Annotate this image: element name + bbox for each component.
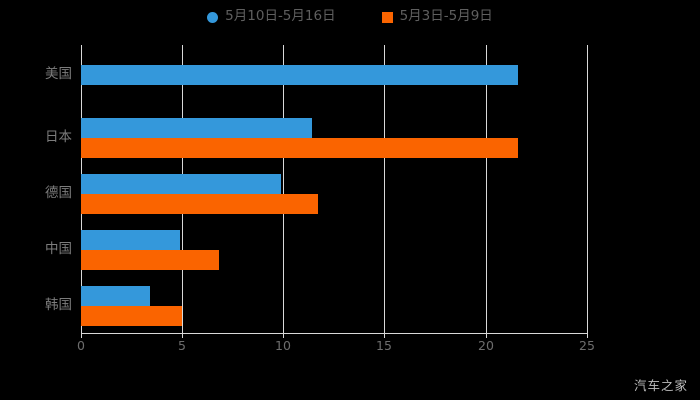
legend-label-series-2: 5月3日-5月9日 — [399, 8, 493, 25]
bar-中国-series-1[interactable] — [81, 230, 181, 250]
y-axis-label-日本: 日本 — [45, 129, 72, 145]
bar-日本-series-2[interactable] — [81, 138, 519, 158]
bar-德国-series-2[interactable] — [81, 194, 318, 214]
y-axis-label-韩国: 韩国 — [45, 297, 72, 313]
bar-韩国-series-2[interactable] — [81, 306, 183, 326]
legend-label-series-1: 5月10日-5月16日 — [225, 8, 336, 25]
x-tick-mark-15 — [384, 333, 385, 338]
y-axis-label-美国: 美国 — [45, 66, 72, 82]
x-tick-mark-5 — [182, 333, 183, 338]
legend-item-series-2[interactable]: 5月3日-5月9日 — [381, 6, 493, 28]
bar-德国-series-1[interactable] — [81, 174, 282, 194]
x-tick-label-15: 15 — [376, 338, 392, 353]
bar-日本-series-1[interactable] — [81, 118, 312, 138]
x-axis-line — [81, 333, 587, 334]
y-axis-label-中国: 中国 — [45, 241, 72, 257]
x-tick-mark-25 — [587, 333, 588, 338]
legend-marker-circle-icon — [207, 11, 219, 23]
x-tick-label-5: 5 — [178, 338, 186, 353]
watermark: 汽车之家 — [633, 377, 688, 393]
x-tick-mark-20 — [486, 333, 487, 338]
y-axis-label-德国: 德国 — [45, 185, 72, 201]
bar-美国-series-1[interactable] — [81, 65, 519, 85]
x-tick-label-25: 25 — [579, 338, 595, 353]
x-tick-label-20: 20 — [478, 338, 494, 353]
gridline-10 — [283, 45, 284, 333]
x-tick-label-0: 0 — [77, 338, 85, 353]
plot-area — [81, 45, 588, 333]
gridline-15 — [384, 45, 385, 333]
x-tick-label-10: 10 — [275, 338, 291, 353]
gridline-20 — [486, 45, 487, 333]
legend-marker-square-icon — [381, 11, 393, 23]
legend-item-series-1[interactable]: 5月10日-5月16日 — [207, 6, 336, 28]
bar-韩国-series-1[interactable] — [81, 286, 150, 306]
x-tick-mark-10 — [283, 333, 284, 338]
gridline-25 — [587, 45, 588, 333]
x-tick-mark-0 — [81, 333, 82, 338]
chart-legend: 5月10日-5月16日 5月3日-5月9日 — [0, 6, 700, 28]
bar-中国-series-2[interactable] — [81, 250, 219, 270]
